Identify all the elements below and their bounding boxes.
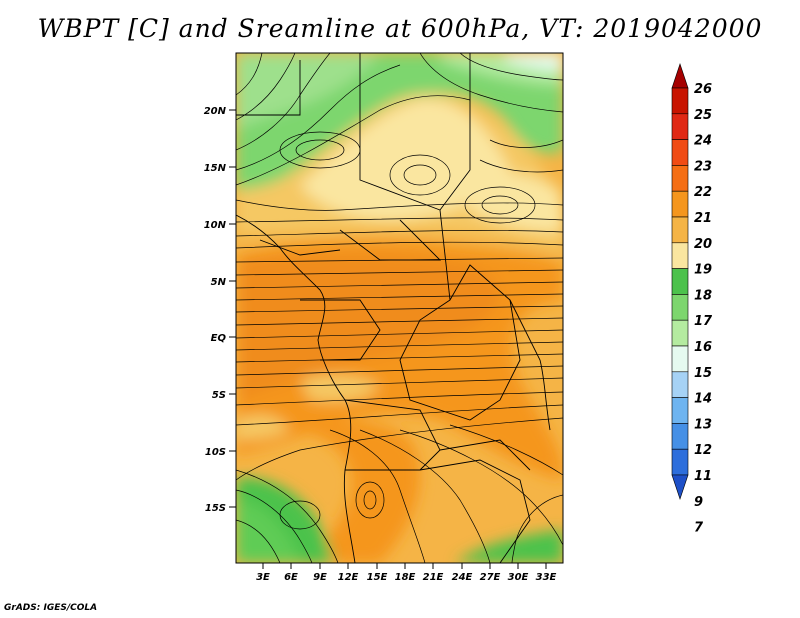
lon-tick: 9E <box>313 563 327 583</box>
svg-text:5S: 5S <box>212 390 226 401</box>
grads-credit: GrADS: IGES/COLA <box>4 603 98 613</box>
lon-tick: 21E <box>423 563 444 583</box>
lon-tick: 18E <box>395 563 416 583</box>
chart-title: WBPT [C] and Sreamline at 600hPa, VT: 20… <box>37 14 763 43</box>
svg-text:9E: 9E <box>313 572 327 583</box>
colorbar-label: 14 <box>694 392 712 407</box>
lat-axis: 20N 15N 10N 5N EQ 5S 10S 15S <box>204 106 236 514</box>
svg-text:18E: 18E <box>395 572 416 583</box>
colorbar-swatch <box>671 397 689 424</box>
colorbar-label: 24 <box>694 134 712 149</box>
svg-text:20N: 20N <box>204 106 227 117</box>
colorbar-label: 17 <box>694 314 713 329</box>
svg-text:EQ: EQ <box>211 333 227 344</box>
colorbar-label: 9 <box>694 495 703 510</box>
colorbar-label: 21 <box>694 211 712 226</box>
svg-text:15S: 15S <box>205 503 226 514</box>
lat-tick: EQ <box>211 333 236 344</box>
colorbar-label: 20 <box>694 237 712 252</box>
colorbar-swatch <box>671 319 689 347</box>
svg-text:10S: 10S <box>205 447 226 458</box>
colorbar-label: 12 <box>694 443 712 458</box>
lon-tick: 15E <box>367 563 388 583</box>
colorbar-swatch <box>671 448 689 476</box>
lon-tick: 6E <box>284 563 298 583</box>
lon-axis: 3E 6E 9E 12E 15E 18E 21E 24E 27E 30E 33E <box>256 563 557 583</box>
svg-text:15N: 15N <box>204 163 227 174</box>
colorbar-label: 11 <box>694 469 712 484</box>
colorbar-label: 15 <box>694 366 712 381</box>
lon-tick: 12E <box>338 563 359 583</box>
svg-text:15E: 15E <box>367 572 388 583</box>
colorbar-label: 13 <box>694 417 712 432</box>
colorbar-swatch <box>671 87 689 115</box>
lon-tick: 33E <box>536 563 557 583</box>
colorbar-swatch <box>671 190 689 218</box>
svg-text:30E: 30E <box>508 572 529 583</box>
lon-tick: 24E <box>452 563 473 583</box>
map-frame <box>235 52 564 564</box>
svg-text:21E: 21E <box>423 572 444 583</box>
lat-tick: 5S <box>212 390 236 401</box>
colorbar-label: 16 <box>694 340 712 355</box>
lon-tick: 3E <box>256 563 270 583</box>
colorbar-swatch <box>671 474 689 500</box>
svg-text:3E: 3E <box>256 572 270 583</box>
lat-tick: 15S <box>205 503 236 514</box>
colorbar-swatch <box>671 242 689 269</box>
colorbar-label: 7 <box>694 521 704 536</box>
lon-tick: 27E <box>480 563 501 583</box>
colorbar-label: 19 <box>694 263 712 278</box>
country-borders <box>236 53 551 563</box>
colorbar-swatch <box>671 139 689 166</box>
svg-text:12E: 12E <box>338 572 359 583</box>
colorbar-swatch <box>671 165 689 192</box>
svg-text:33E: 33E <box>536 572 557 583</box>
colorbar-swatch <box>671 371 689 398</box>
svg-text:27E: 27E <box>480 572 501 583</box>
lat-tick: 15N <box>204 163 236 174</box>
lon-tick: 30E <box>508 563 529 583</box>
colorbar-swatch <box>671 268 689 295</box>
colorbar-swatch <box>671 294 689 321</box>
lat-tick: 10N <box>204 220 236 231</box>
lat-tick: 5N <box>211 277 236 288</box>
colorbar: 26 25 24 23 22 21 20 19 18 17 16 15 14 13 12 11 9 7 <box>671 63 713 536</box>
svg-text:10N: 10N <box>204 220 227 231</box>
colorbar-label: 23 <box>694 159 712 174</box>
colorbar-label: 22 <box>694 185 712 200</box>
colorbar-label: 25 <box>694 108 712 123</box>
colorbar-label: 18 <box>694 288 712 303</box>
colorbar-swatch <box>671 423 689 450</box>
svg-text:24E: 24E <box>452 572 473 583</box>
colorbar-swatch <box>671 216 689 244</box>
lat-tick: 10S <box>205 447 236 458</box>
colorbar-swatch <box>671 345 689 373</box>
colorbar-swatch <box>671 63 689 89</box>
svg-text:5N: 5N <box>211 277 227 288</box>
colorbar-label: 26 <box>694 82 712 97</box>
colorbar-swatch <box>671 113 689 140</box>
lat-tick: 20N <box>204 106 236 117</box>
svg-text:6E: 6E <box>284 572 298 583</box>
